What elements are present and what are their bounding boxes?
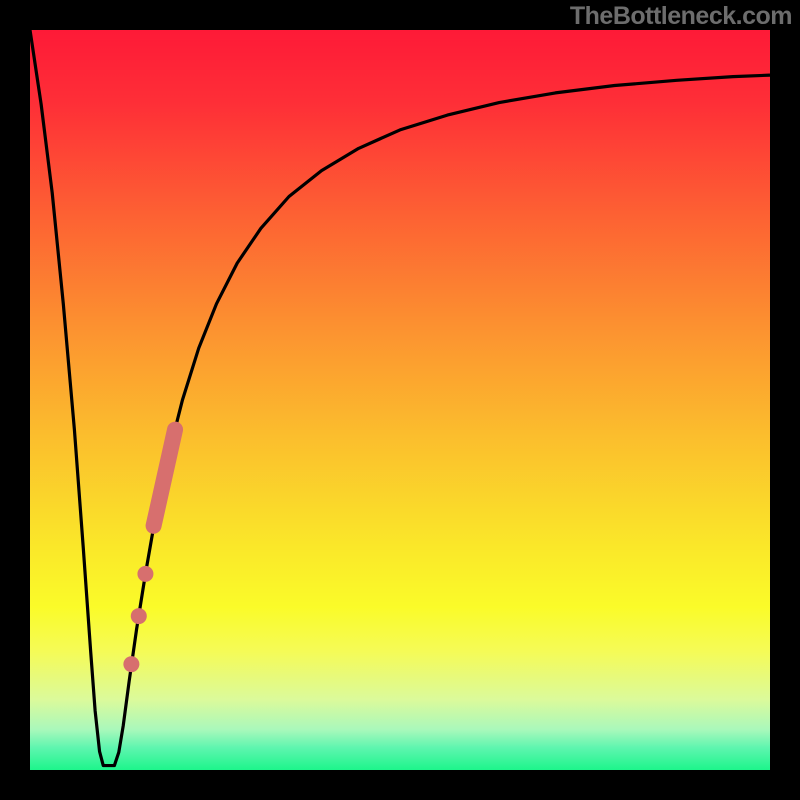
chart-svg <box>0 0 800 800</box>
highlight-dot <box>123 656 139 672</box>
plot-background-gradient <box>30 30 770 770</box>
highlight-dot <box>131 608 147 624</box>
bottleneck-chart: TheBottleneck.com <box>0 0 800 800</box>
highlight-dot <box>137 566 153 582</box>
watermark-text: TheBottleneck.com <box>570 2 792 31</box>
